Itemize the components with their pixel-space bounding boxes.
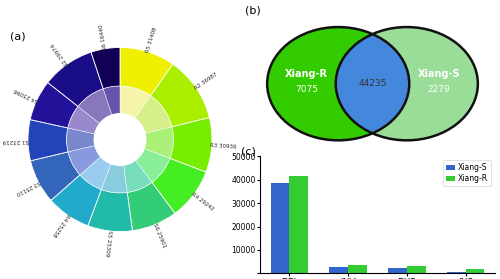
Wedge shape — [68, 145, 100, 175]
Text: S5 25309: S5 25309 — [104, 230, 112, 256]
Text: 2279: 2279 — [428, 85, 450, 94]
Wedge shape — [170, 118, 212, 172]
Wedge shape — [120, 47, 173, 96]
Bar — [407, 266, 426, 273]
Wedge shape — [30, 152, 80, 200]
Wedge shape — [48, 52, 103, 107]
Circle shape — [94, 114, 146, 165]
Wedge shape — [66, 128, 95, 152]
Bar — [290, 176, 308, 273]
Bar — [388, 268, 407, 273]
Text: (c): (c) — [241, 147, 256, 157]
Wedge shape — [91, 47, 120, 89]
Text: R4 29242: R4 29242 — [191, 192, 215, 212]
Wedge shape — [51, 175, 102, 226]
Bar — [348, 265, 367, 273]
Wedge shape — [88, 189, 132, 232]
Wedge shape — [78, 89, 112, 124]
Text: (a): (a) — [10, 32, 25, 41]
Wedge shape — [135, 96, 172, 133]
Text: (b): (b) — [245, 6, 261, 16]
Bar — [330, 267, 348, 273]
Wedge shape — [136, 149, 170, 182]
Text: S4 23098: S4 23098 — [13, 87, 39, 103]
Text: 7075: 7075 — [295, 85, 318, 94]
Text: S2 29974: S2 29974 — [50, 42, 70, 67]
Text: S6 25901: S6 25901 — [152, 223, 166, 249]
Text: S3 25110: S3 25110 — [15, 179, 40, 196]
Wedge shape — [30, 83, 78, 128]
Polygon shape — [372, 27, 478, 140]
Legend: Xiang-S, Xiang-R: Xiang-S, Xiang-R — [442, 160, 491, 186]
Bar — [270, 183, 289, 273]
Circle shape — [336, 27, 478, 140]
Text: Xiang-R: Xiang-R — [285, 69, 328, 79]
Text: R2 36987: R2 36987 — [194, 71, 218, 90]
Text: 44235: 44235 — [358, 79, 386, 88]
Circle shape — [267, 27, 409, 140]
Text: Xiang-S: Xiang-S — [418, 69, 460, 79]
Wedge shape — [102, 164, 127, 193]
Text: R6 16440: R6 16440 — [99, 23, 108, 50]
Wedge shape — [150, 64, 210, 127]
Text: R3 30936: R3 30936 — [210, 143, 237, 149]
Wedge shape — [103, 86, 120, 115]
Wedge shape — [152, 158, 206, 213]
Wedge shape — [80, 157, 111, 189]
Wedge shape — [127, 182, 175, 231]
Bar — [466, 269, 484, 273]
Wedge shape — [124, 160, 152, 192]
Text: R5 31408: R5 31408 — [145, 27, 158, 54]
Text: R4 25258: R4 25258 — [52, 213, 70, 237]
Bar — [447, 272, 466, 273]
Wedge shape — [120, 86, 150, 118]
Wedge shape — [144, 127, 174, 158]
Text: S1 23219: S1 23219 — [3, 138, 29, 143]
Wedge shape — [68, 107, 100, 134]
Wedge shape — [28, 120, 68, 161]
